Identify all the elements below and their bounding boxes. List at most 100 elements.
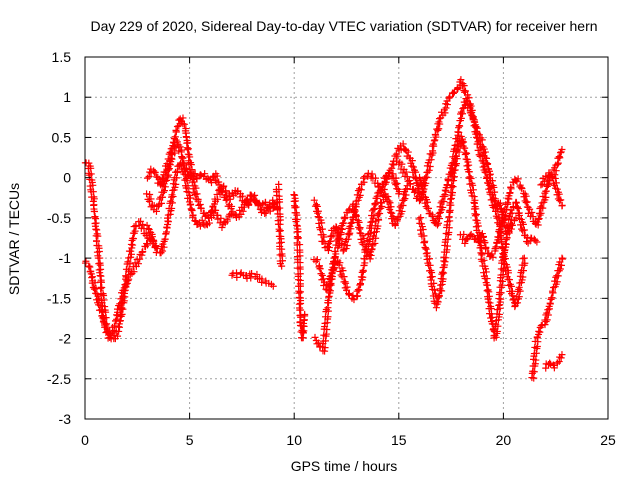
data-point xyxy=(129,234,137,242)
data-point xyxy=(512,198,520,206)
data-point xyxy=(502,211,510,219)
data-point xyxy=(139,248,147,256)
data-point xyxy=(161,235,169,243)
data-point xyxy=(435,115,443,123)
data-point xyxy=(551,174,559,182)
data-point xyxy=(392,150,400,158)
data-point xyxy=(434,221,442,229)
data-point xyxy=(360,234,368,242)
data-point xyxy=(493,214,501,222)
data-point xyxy=(488,250,496,258)
data-point xyxy=(364,169,372,177)
data-point xyxy=(187,161,195,169)
data-point xyxy=(469,116,477,124)
data-point xyxy=(114,332,122,340)
data-point xyxy=(205,219,213,227)
data-point xyxy=(168,191,176,199)
data-point xyxy=(444,175,452,183)
data-point xyxy=(143,174,151,182)
data-point xyxy=(416,197,424,205)
data-point xyxy=(495,234,503,242)
data-point xyxy=(501,247,509,255)
data-point xyxy=(223,195,231,203)
data-point xyxy=(397,201,405,209)
data-point xyxy=(276,245,284,253)
data-point xyxy=(451,141,459,149)
data-point xyxy=(404,148,412,156)
data-point xyxy=(435,125,443,133)
data-point xyxy=(386,205,394,213)
data-point xyxy=(91,279,99,287)
data-point xyxy=(497,295,505,303)
data-point xyxy=(296,252,304,260)
data-point xyxy=(85,262,93,270)
data-point xyxy=(403,173,411,181)
data-point xyxy=(186,172,194,180)
data-point xyxy=(312,201,320,209)
data-point xyxy=(300,316,308,324)
data-point xyxy=(345,290,353,298)
data-point xyxy=(352,212,360,220)
data-point xyxy=(106,333,114,341)
data-point xyxy=(243,196,251,204)
data-point xyxy=(460,230,468,238)
data-point xyxy=(119,293,127,301)
series-trace-f xyxy=(228,269,277,290)
data-point xyxy=(355,218,363,226)
data-point xyxy=(512,299,520,307)
data-point xyxy=(380,174,388,182)
data-point xyxy=(418,232,426,240)
data-point xyxy=(312,257,320,265)
data-point xyxy=(488,313,496,321)
data-point xyxy=(311,333,319,341)
data-point xyxy=(543,309,551,317)
data-point xyxy=(451,152,459,160)
data-point xyxy=(122,283,130,291)
data-point xyxy=(329,257,337,265)
data-point xyxy=(498,257,506,265)
data-point xyxy=(95,247,103,255)
data-point xyxy=(410,188,418,196)
series-trace-q xyxy=(542,351,566,372)
data-point xyxy=(310,196,318,204)
data-point xyxy=(419,189,427,197)
series-trace-o xyxy=(456,146,566,261)
y-tick-label: 0 xyxy=(63,170,71,186)
data-point xyxy=(465,100,473,108)
y-axis-label: SDTVAR / TECUs xyxy=(6,183,22,295)
data-point xyxy=(164,166,172,174)
data-point xyxy=(188,207,196,215)
data-point xyxy=(401,195,409,203)
data-point xyxy=(387,208,395,216)
data-point xyxy=(486,299,494,307)
data-point xyxy=(508,221,516,229)
data-point xyxy=(292,221,300,229)
data-point xyxy=(164,218,172,226)
data-point xyxy=(352,211,360,219)
data-point xyxy=(359,266,367,274)
data-point xyxy=(298,334,306,342)
data-point xyxy=(89,181,97,189)
data-point xyxy=(153,244,161,252)
data-point xyxy=(398,207,406,215)
data-point xyxy=(218,224,226,232)
data-point xyxy=(212,206,220,214)
data-point xyxy=(447,168,455,176)
data-point xyxy=(523,238,531,246)
data-point xyxy=(343,241,351,249)
data-point xyxy=(490,334,498,342)
data-point xyxy=(168,204,176,212)
x-tick-label: 20 xyxy=(496,432,512,448)
data-point xyxy=(507,183,515,191)
data-point xyxy=(345,290,353,298)
data-point xyxy=(519,273,527,281)
data-point xyxy=(418,182,426,190)
data-point xyxy=(367,229,375,237)
data-point xyxy=(494,233,502,241)
data-point xyxy=(330,265,338,273)
data-point xyxy=(391,222,399,230)
data-point xyxy=(191,170,199,178)
data-point xyxy=(429,140,437,148)
data-point xyxy=(97,265,105,273)
data-point xyxy=(446,93,454,101)
